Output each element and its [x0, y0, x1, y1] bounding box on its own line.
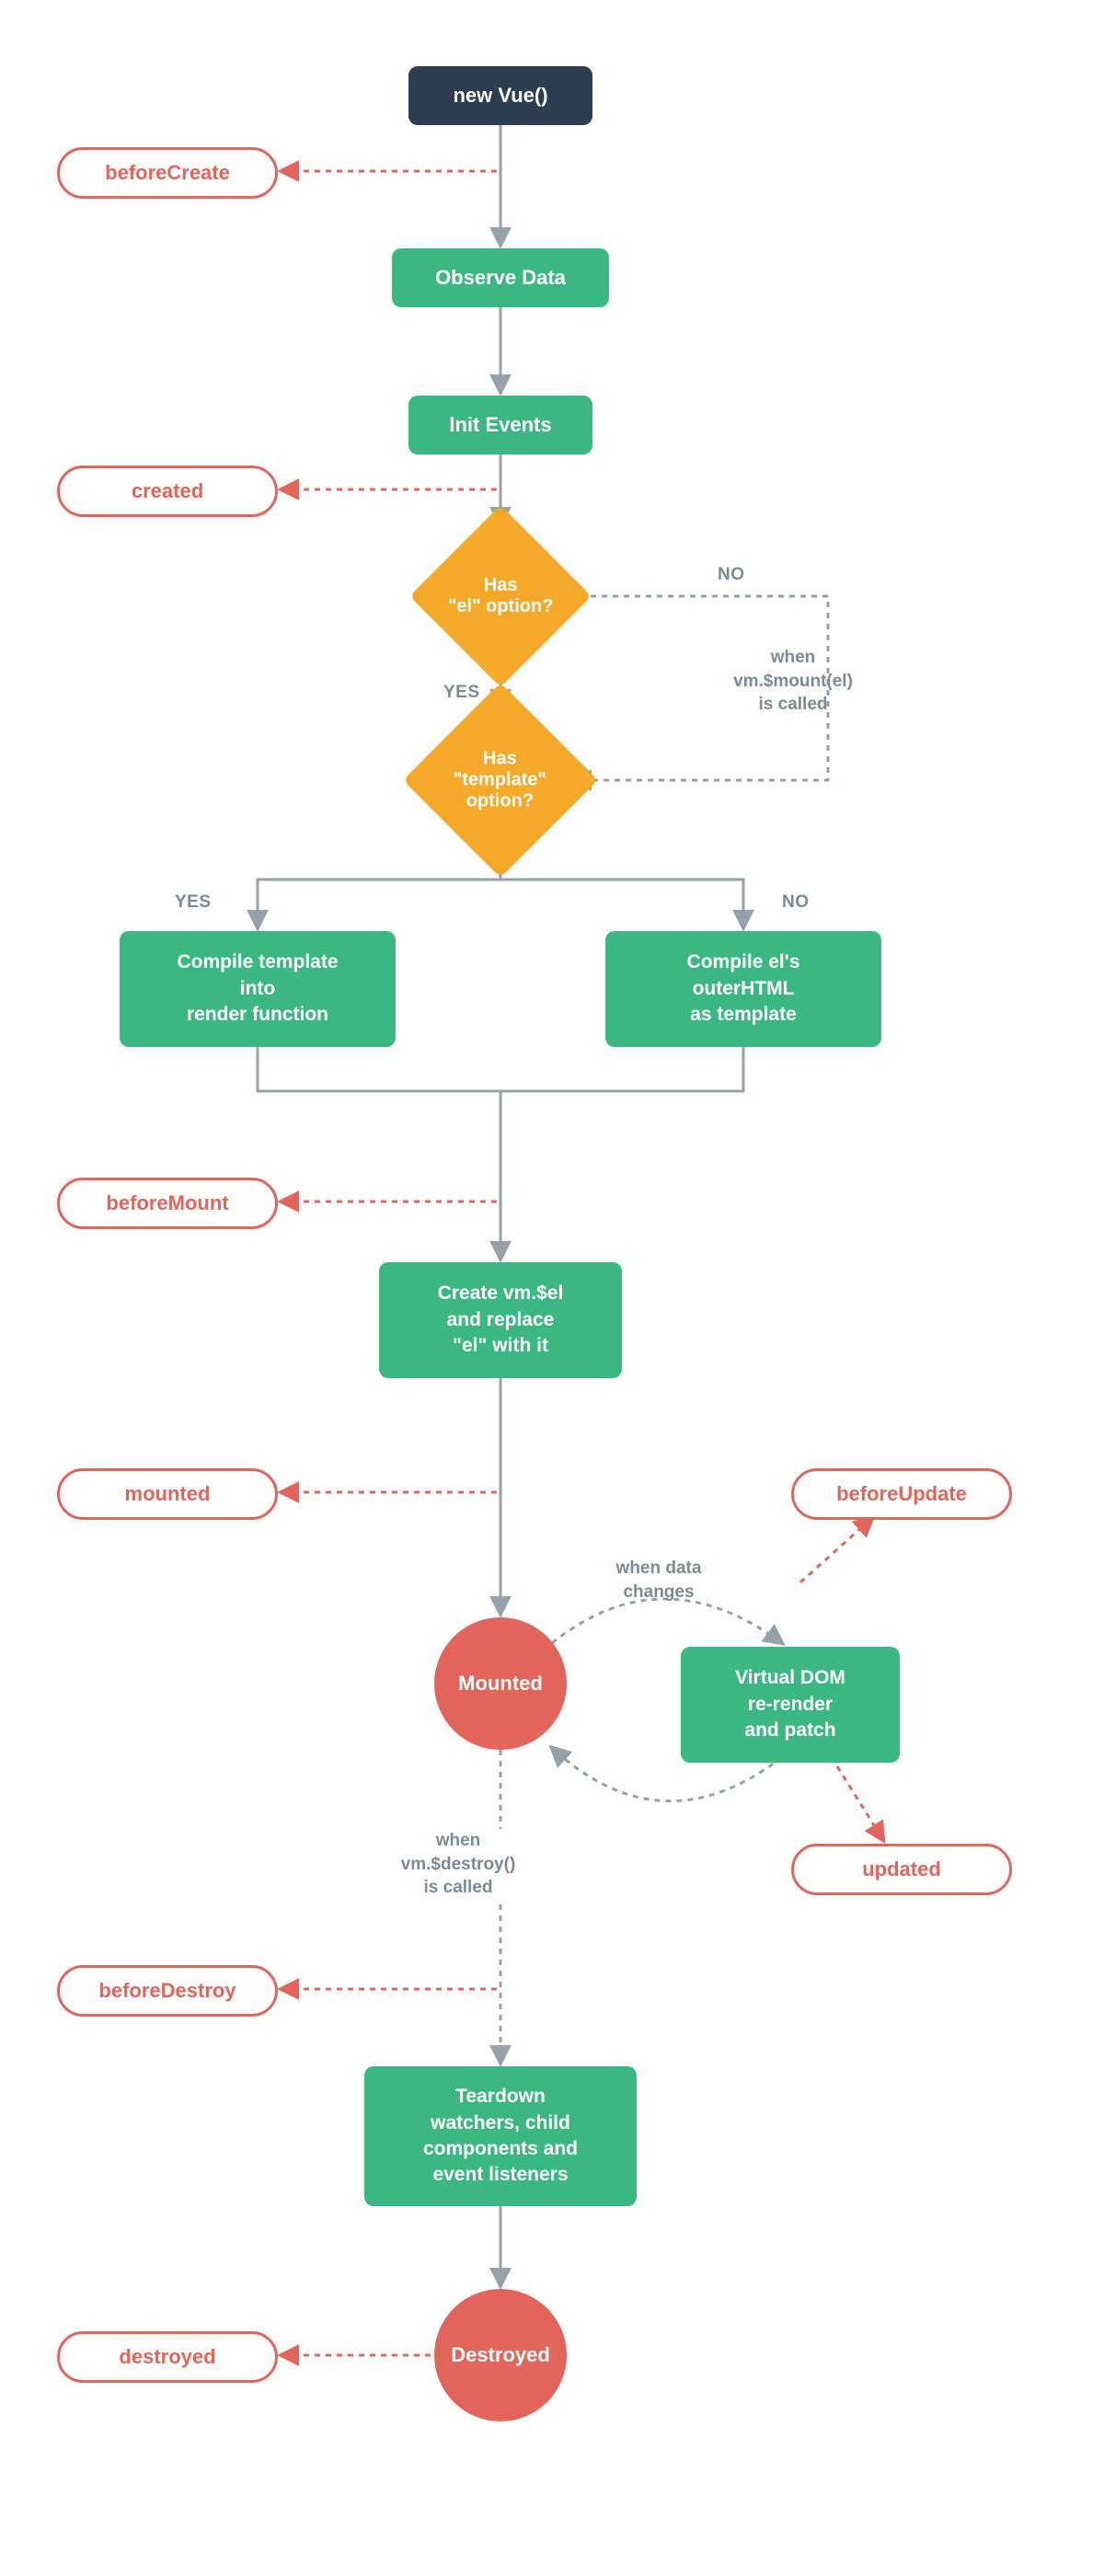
hook-created: created — [57, 466, 278, 517]
branch-hasel-no: NO — [718, 565, 745, 585]
node-has-template: Has "template" option? — [403, 683, 598, 878]
hook-before-destroy-label: beforeDestroy — [98, 1979, 236, 2003]
annot-mount-call: when vm.$mount(el) is called — [701, 646, 885, 717]
annot-destroy-call: when vm.$destroy() is called — [375, 1829, 541, 1900]
node-virtual-dom: Virtual DOM re-render and patch — [681, 1647, 900, 1763]
lifecycle-diagram: new Vue() Observe Data Init Events Has "… — [0, 0, 1104, 2576]
hook-mounted: mounted — [57, 1468, 278, 1520]
node-new-vue-label: new Vue() — [453, 84, 547, 108]
node-compile-outerhtml-label: Compile el's outerHTML as template — [687, 949, 800, 1028]
hook-destroyed-label: destroyed — [119, 2345, 215, 2369]
node-has-template-label: Has "template" option? — [454, 749, 546, 812]
node-mounted-state-label: Mounted — [458, 1672, 543, 1696]
branch-hastpl-no: NO — [782, 892, 810, 913]
hook-before-update-label: beforeUpdate — [836, 1482, 967, 1506]
hook-destroyed: destroyed — [57, 2331, 278, 2383]
hook-updated: updated — [791, 1844, 1012, 1895]
node-compile-template: Compile template into render function — [120, 931, 396, 1047]
annot-data-changes: when data changes — [585, 1557, 732, 1604]
hook-before-create-label: beforeCreate — [105, 161, 230, 185]
hook-before-mount-label: beforeMount — [106, 1191, 228, 1215]
node-destroyed-state-label: Destroyed — [451, 2343, 550, 2367]
hook-before-update: beforeUpdate — [791, 1468, 1012, 1520]
branch-hastpl-yes: YES — [175, 892, 212, 913]
hook-updated-label: updated — [862, 1857, 941, 1881]
hook-before-destroy: beforeDestroy — [57, 1965, 278, 2017]
node-teardown: Teardown watchers, child components and … — [364, 2066, 637, 2206]
hook-created-label: created — [132, 479, 203, 503]
hook-mounted-label: mounted — [125, 1482, 211, 1506]
node-mounted-state: Mounted — [434, 1617, 567, 1750]
node-init-events-label: Init Events — [449, 413, 551, 437]
node-create-el-label: Create vm.$el and replace "el" with it — [438, 1281, 564, 1359]
node-compile-outerhtml: Compile el's outerHTML as template — [605, 931, 881, 1047]
node-observe-data-label: Observe Data — [435, 266, 566, 290]
node-init-events: Init Events — [408, 396, 592, 454]
node-has-el: Has "el" option? — [409, 505, 592, 687]
branch-hasel-yes: YES — [443, 683, 480, 703]
node-has-el-label: Has "el" option? — [448, 575, 554, 617]
hook-before-create: beforeCreate — [57, 147, 278, 199]
node-create-el: Create vm.$el and replace "el" with it — [379, 1262, 622, 1378]
node-virtual-dom-label: Virtual DOM re-render and patch — [735, 1665, 845, 1743]
node-new-vue: new Vue() — [408, 66, 592, 125]
node-destroyed-state: Destroyed — [434, 2289, 567, 2421]
hook-before-mount: beforeMount — [57, 1178, 278, 1229]
node-compile-template-label: Compile template into render function — [177, 949, 338, 1028]
node-observe-data: Observe Data — [392, 248, 609, 307]
node-teardown-label: Teardown watchers, child components and … — [423, 2084, 578, 2188]
